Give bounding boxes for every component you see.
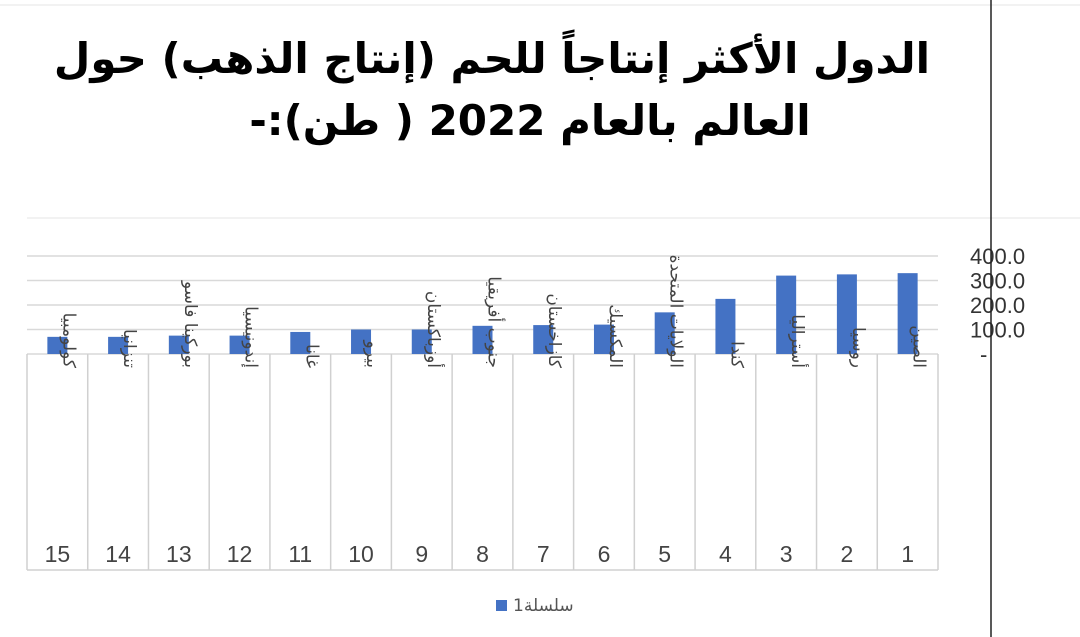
rank-label: 11 bbox=[288, 541, 312, 567]
legend-label: سلسلة1 bbox=[513, 596, 574, 616]
category-label: بوركينا فاسو bbox=[180, 280, 200, 368]
category-label: تنزانيا bbox=[119, 329, 139, 368]
category-label: الصين bbox=[909, 325, 929, 368]
y-tick-label: - bbox=[980, 342, 987, 367]
bar bbox=[836, 274, 857, 354]
chart-title: الدول الأكثر إنتاجاً للحم (إنتاج الذهب) … bbox=[53, 28, 930, 152]
bar bbox=[654, 312, 675, 354]
category-label: أستراليا bbox=[787, 314, 809, 368]
bar bbox=[47, 336, 68, 354]
rank-label: 13 bbox=[166, 541, 192, 567]
category-label: كازاخستان bbox=[544, 293, 564, 369]
y-tick-label: 200.0 bbox=[970, 293, 1025, 318]
category-label: الولايات المتحدة bbox=[666, 255, 686, 368]
bar bbox=[533, 325, 554, 354]
bar bbox=[108, 336, 129, 354]
rank-label: 8 bbox=[476, 541, 489, 567]
rank-label: 1 bbox=[901, 541, 914, 567]
rank-label: 10 bbox=[348, 541, 374, 567]
bar bbox=[229, 335, 250, 354]
bar bbox=[290, 331, 311, 354]
rank-label: 3 bbox=[780, 541, 793, 567]
rank-label: 2 bbox=[841, 541, 854, 567]
title-line-2: العالم بالعام 2022 ( طن):- bbox=[249, 96, 811, 145]
title-line-1: الدول الأكثر إنتاجاً للحم (إنتاج الذهب) … bbox=[53, 34, 930, 83]
rank-label: 6 bbox=[598, 541, 611, 567]
category-label: إندونيسيا bbox=[241, 306, 261, 368]
bar bbox=[897, 273, 918, 354]
legend-swatch bbox=[496, 600, 507, 611]
bar bbox=[715, 298, 736, 354]
category-label: جنوب أفريقيا bbox=[484, 276, 506, 368]
rank-label: 5 bbox=[658, 541, 671, 567]
rank-label: 14 bbox=[105, 541, 131, 567]
category-label: روسيا bbox=[848, 327, 868, 368]
bar bbox=[593, 324, 614, 354]
category-label: كندا bbox=[726, 341, 746, 369]
category-label: أوزباكستان bbox=[423, 291, 445, 368]
y-tick-label: 400.0 bbox=[970, 244, 1025, 269]
rank-label: 12 bbox=[227, 541, 253, 567]
category-label: المكسيك bbox=[605, 304, 625, 368]
category-label: بيرو bbox=[362, 340, 382, 368]
bar bbox=[168, 335, 189, 354]
y-tick-label: 300.0 bbox=[970, 269, 1025, 294]
bar bbox=[776, 275, 797, 354]
y-tick-label: 100.0 bbox=[970, 318, 1025, 343]
bar bbox=[351, 329, 372, 354]
bar bbox=[411, 329, 432, 354]
rank-label: 4 bbox=[719, 541, 732, 567]
rank-label: 7 bbox=[537, 541, 550, 567]
rank-label: 15 bbox=[45, 541, 71, 567]
category-label: غانا bbox=[301, 344, 321, 368]
bar bbox=[472, 325, 493, 354]
category-label: كولومبيا bbox=[58, 313, 78, 369]
rank-label: 9 bbox=[415, 541, 428, 567]
